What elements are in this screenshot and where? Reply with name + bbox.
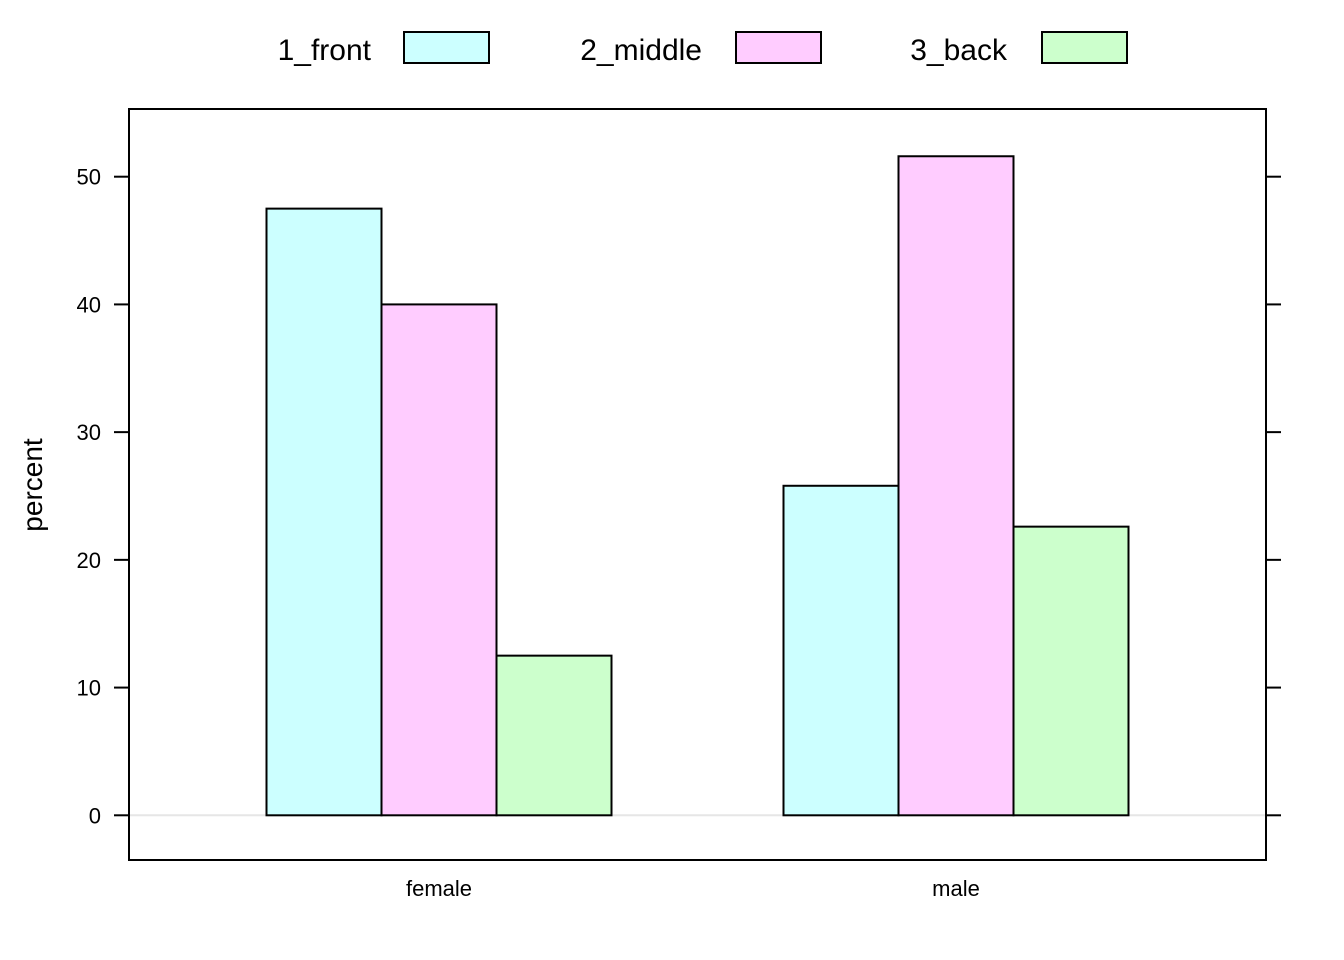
legend: 1_front 2_middle 3_back (278, 31, 1128, 67)
legend-label-2_middle: 2_middle (580, 34, 702, 67)
legend-swatch-2_middle (735, 31, 822, 64)
y-tick-label: 10 (77, 676, 101, 701)
y-tick-label: 50 (77, 165, 101, 190)
x-category-label: female (406, 876, 472, 901)
bar-female-1_front (265, 207, 383, 817)
bar-female-2_middle (380, 303, 498, 817)
bar-male-2_middle (897, 155, 1015, 817)
legend-label-3_back: 3_back (910, 34, 1008, 67)
bar-male-1_front (782, 484, 900, 817)
bars (265, 155, 1130, 817)
legend-swatch-1_front (403, 31, 490, 64)
bar-female-3_back (495, 654, 613, 817)
y-tick-label: 20 (77, 548, 101, 573)
bar-male-3_back (1012, 525, 1130, 817)
legend-swatch-3_back (1041, 31, 1128, 64)
y-axis-label: percent (17, 438, 48, 532)
y-axis-right (1266, 175, 1281, 817)
y-tick-label: 40 (77, 292, 101, 317)
y-tick-label: 30 (77, 420, 101, 445)
x-category-label: male (932, 876, 980, 901)
y-tick-label: 0 (89, 803, 101, 828)
plot-frame (128, 108, 1267, 861)
y-axis-left: 0 10 20 30 40 50 (77, 165, 129, 828)
legend-label-1_front: 1_front (278, 34, 372, 67)
x-axis: female male (406, 876, 980, 901)
